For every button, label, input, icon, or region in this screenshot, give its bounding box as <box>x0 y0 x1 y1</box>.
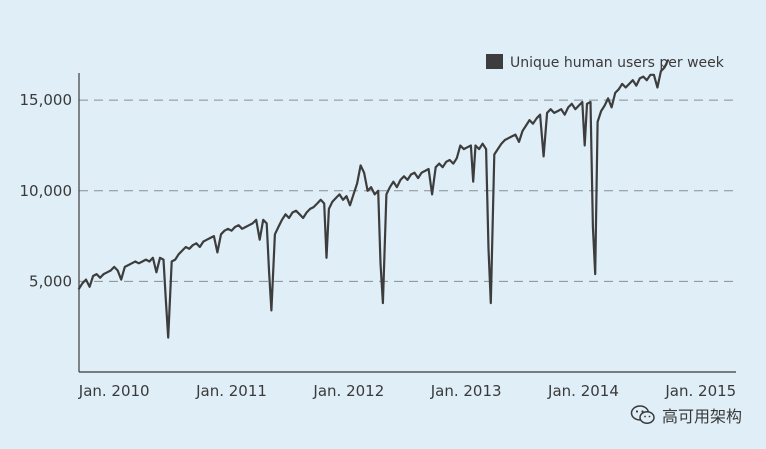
y-tick-labels: 5,000 10,000 15,000 <box>20 91 73 290</box>
legend-label: Unique human users per week <box>510 55 725 71</box>
x-tick-labels: Jan. 2010 Jan. 2011 Jan. 2012 Jan. 2013 Jan.… <box>78 382 736 400</box>
legend: Unique human users per week <box>486 54 725 71</box>
x-tick-label: Jan. 2014 <box>547 382 619 400</box>
y-tick-label: 5,000 <box>29 272 72 290</box>
x-tick-label: Jan. 2015 <box>664 382 736 400</box>
x-tick-label: Jan. 2011 <box>195 382 267 400</box>
wechat-icon <box>630 405 655 425</box>
watermark: 高可用架构 <box>630 403 742 427</box>
watermark-text: 高可用架构 <box>661 407 742 426</box>
x-tick-label: Jan. 2013 <box>430 382 502 400</box>
y-tick-label: 10,000 <box>20 182 73 200</box>
series-group <box>77 59 670 339</box>
y-tick-label: 15,000 <box>20 91 73 109</box>
gridlines <box>79 99 736 282</box>
series-line <box>77 59 670 339</box>
x-tick-label: Jan. 2012 <box>312 382 384 400</box>
x-tick-label: Jan. 2010 <box>78 382 150 400</box>
legend-swatch <box>486 54 503 69</box>
